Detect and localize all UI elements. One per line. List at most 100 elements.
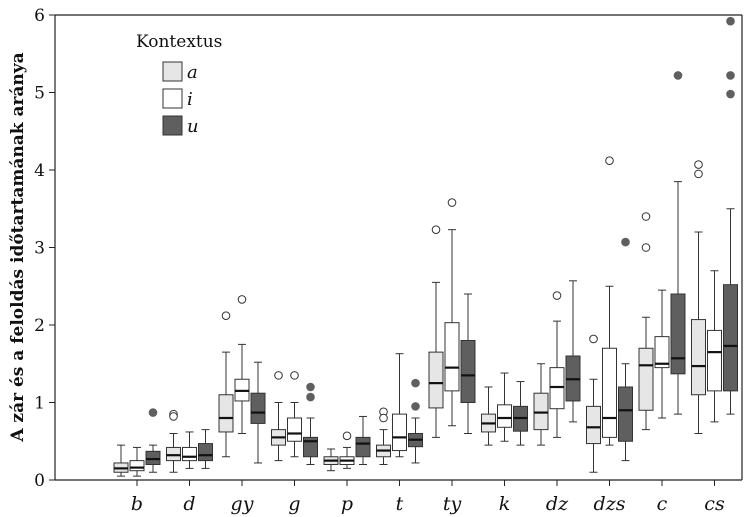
box-p-u	[355, 415, 371, 465]
box-body	[392, 413, 407, 452]
outlier-point	[641, 243, 651, 252]
box-body	[250, 392, 266, 424]
outlier-point	[169, 412, 178, 421]
box-body	[654, 336, 670, 369]
outlier-point	[290, 371, 299, 380]
x-tick-label-p: p	[341, 493, 353, 515]
outlier-point	[726, 89, 735, 99]
box-t-u	[408, 378, 423, 464]
legend-label-a: a	[187, 62, 198, 83]
box-g-u	[303, 382, 318, 465]
outlier-point	[694, 169, 703, 179]
outlier-point	[694, 160, 703, 169]
x-tick-label-gy: gy	[231, 493, 254, 515]
legend-title: Kontextus	[136, 32, 222, 52]
legend-swatch-i	[162, 88, 183, 109]
x-tick-label-d: d	[183, 493, 195, 515]
legend-swatch-u	[162, 115, 183, 136]
box-dz-i	[549, 291, 565, 438]
box-p-i	[339, 431, 355, 469]
box-body	[460, 340, 476, 403]
box-body	[129, 460, 145, 472]
x-tick-label-g: g	[288, 493, 300, 515]
x-tick-label-c: c	[657, 493, 668, 515]
box-k-u	[513, 381, 528, 446]
box-cs-u	[723, 16, 738, 415]
box-body	[723, 284, 738, 392]
outlier-point	[621, 237, 630, 247]
outlier-point	[726, 16, 735, 26]
box-body	[145, 450, 161, 466]
box-body	[618, 386, 633, 442]
box-cs-a	[691, 160, 706, 434]
outlier-point	[673, 71, 683, 80]
box-p-a	[323, 448, 339, 472]
box-cs-i	[707, 270, 722, 423]
box-body	[497, 404, 512, 428]
outlier-point	[306, 382, 315, 392]
y-axis-label: A zár és a feloldás időtartamának aránya	[8, 52, 28, 442]
outlier-point	[411, 378, 420, 388]
box-body	[638, 347, 654, 411]
box-body	[549, 367, 565, 410]
box-body	[707, 329, 722, 392]
legend: Kontextus aiu	[136, 32, 222, 137]
box-body	[586, 405, 601, 445]
box-k-i	[497, 372, 512, 442]
y-tick-label: 4	[34, 161, 45, 181]
box-body	[670, 293, 686, 375]
box-g-a	[271, 371, 286, 462]
outlier-point	[605, 156, 614, 165]
box-t-i	[392, 353, 407, 458]
outlier-point	[221, 311, 231, 321]
box-body	[602, 347, 617, 438]
x-tick-label-dzs: dzs	[594, 493, 626, 515]
box-c-a	[638, 212, 654, 431]
box-t-a	[376, 407, 391, 465]
box-body	[691, 319, 706, 396]
box-gy-u	[250, 361, 266, 464]
boxes	[113, 16, 738, 477]
box-body	[182, 446, 197, 462]
box-body	[533, 392, 549, 431]
box-body	[428, 351, 444, 409]
box-c-i	[654, 289, 670, 419]
box-dzs-a	[586, 334, 601, 473]
box-ty-i	[444, 198, 460, 427]
outlier-point	[411, 402, 420, 411]
outlier-point	[552, 291, 562, 300]
x-tick-label-dz: dz	[546, 493, 569, 515]
box-body	[166, 446, 181, 462]
box-ty-u	[460, 293, 476, 434]
box-g-i	[287, 371, 302, 458]
x-tick-label-t: t	[396, 493, 404, 515]
box-body	[355, 436, 371, 458]
x-tick-label-b: b	[131, 493, 143, 515]
outlier-point	[641, 212, 651, 221]
legend-swatch-a	[162, 61, 183, 82]
outlier-point	[148, 408, 158, 417]
box-dz-a	[533, 363, 549, 446]
box-b-u	[145, 408, 161, 473]
box-k-a	[481, 386, 496, 446]
box-d-i	[182, 431, 197, 469]
x-tick-label-k: k	[499, 493, 511, 515]
box-body	[287, 417, 302, 442]
y-ticks: 0 1 2 3 4 5 6	[34, 6, 55, 491]
outlier-point	[379, 413, 388, 423]
box-body	[198, 443, 213, 462]
outlier-point	[237, 295, 247, 304]
box-dz-u	[565, 280, 581, 423]
x-ticks: b d gy g p t ty k dz dzs c cs	[131, 480, 725, 515]
box-body	[444, 322, 460, 392]
box-ty-a	[428, 225, 444, 438]
legend-label-i: i	[187, 89, 193, 110]
outlier-point	[589, 334, 598, 344]
box-c-u	[670, 71, 686, 415]
outlier-point	[447, 198, 457, 207]
box-gy-a	[218, 311, 234, 458]
outlier-point	[306, 392, 315, 402]
box-b-i	[129, 446, 145, 477]
legend-label-u: u	[187, 116, 199, 137]
